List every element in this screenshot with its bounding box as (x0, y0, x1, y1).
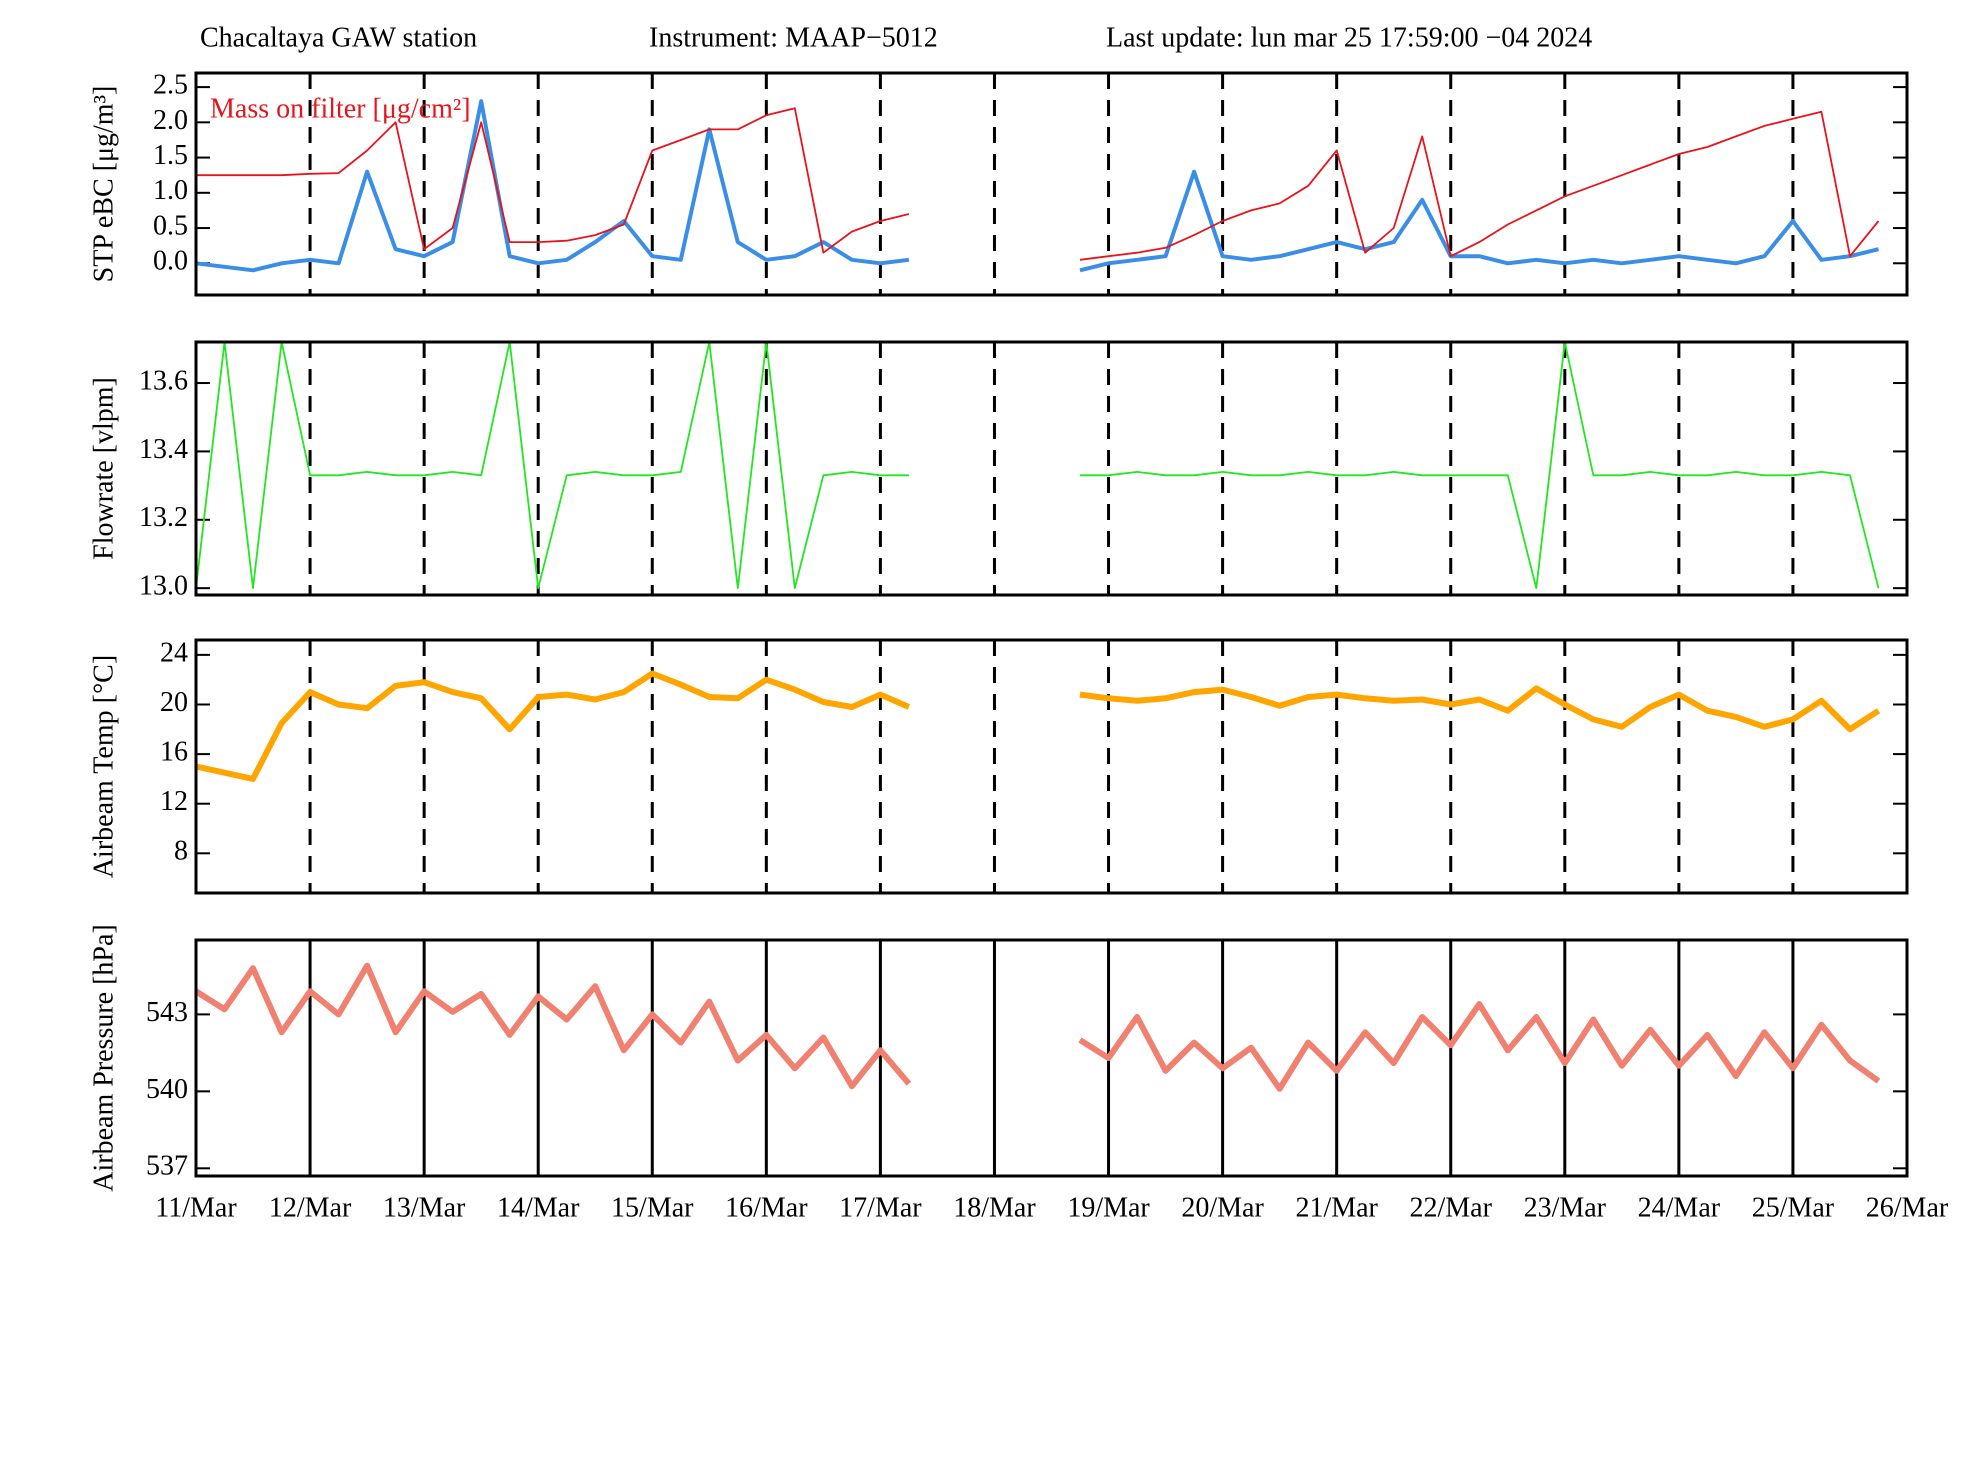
x-tick-label: 14/Mar (497, 1192, 580, 1223)
y-axis-label: Flowrate [vlpm] (88, 377, 119, 560)
series-line (195, 670, 1881, 782)
x-tick-label: 25/Mar (1752, 1192, 1835, 1223)
plot-frame (194, 340, 1909, 597)
y-tick-label: 13.0 (139, 571, 188, 602)
y-tick-label: 13.2 (139, 502, 188, 533)
series-line (195, 99, 1879, 273)
y-tick-label: 24 (160, 637, 188, 668)
header-station: Chacaltaya GAW station (200, 22, 477, 53)
plot-frame (194, 71, 1909, 297)
x-tick-label: 17/Mar (839, 1192, 922, 1223)
y-tick-label: 20 (160, 687, 188, 718)
y-tick-label: 8 (174, 836, 188, 867)
series-line (194, 962, 1881, 1092)
plot-frame (194, 938, 1909, 1178)
x-tick-label: 13/Mar (383, 1192, 466, 1223)
legend-label: Mass on filter [μg/cm²] (210, 93, 471, 124)
x-tick-label: 19/Mar (1067, 1192, 1150, 1223)
y-tick-label: 13.4 (139, 434, 188, 465)
y-tick-label: 540 (146, 1074, 188, 1105)
y-tick-label: 0.5 (153, 210, 188, 241)
y-tick-label: 1.5 (153, 140, 188, 171)
y-axis-label: Airbeam Temp [°C] (88, 655, 119, 878)
x-tick-label: 21/Mar (1295, 1192, 1378, 1223)
y-tick-label: 12 (160, 786, 188, 817)
y-tick-label: 0.0 (153, 246, 188, 277)
y-tick-label: 1.0 (153, 175, 188, 206)
header-instrument: Instrument: MAAP−5012 (649, 22, 938, 53)
y-tick-label: 13.6 (139, 365, 188, 396)
x-tick-label: 18/Mar (953, 1192, 1036, 1223)
y-tick-label: 2.0 (153, 105, 188, 136)
x-tick-label: 23/Mar (1524, 1192, 1607, 1223)
plot-frame (194, 638, 1909, 895)
x-tick-label: 20/Mar (1181, 1192, 1264, 1223)
x-tick-label: 26/Mar (1866, 1192, 1949, 1223)
x-tick-label: 11/Mar (155, 1192, 237, 1223)
y-tick-label: 537 (146, 1151, 188, 1182)
y-tick-label: 543 (146, 997, 188, 1028)
series-line (195, 341, 1880, 590)
header-last-update: Last update: lun mar 25 17:59:00 −04 202… (1106, 22, 1592, 53)
x-tick-label: 24/Mar (1638, 1192, 1721, 1223)
y-axis-label: Airbeam Pressure [hPa] (88, 924, 119, 1191)
y-tick-label: 2.5 (153, 70, 188, 101)
series-line (196, 107, 1880, 261)
x-tick-label: 16/Mar (725, 1192, 808, 1223)
y-axis-label: STP eBC [μg/m³] (88, 86, 119, 283)
x-tick-label: 22/Mar (1410, 1192, 1493, 1223)
x-tick-label: 15/Mar (611, 1192, 694, 1223)
y-tick-label: 16 (160, 737, 188, 768)
x-tick-label: 12/Mar (269, 1192, 352, 1223)
